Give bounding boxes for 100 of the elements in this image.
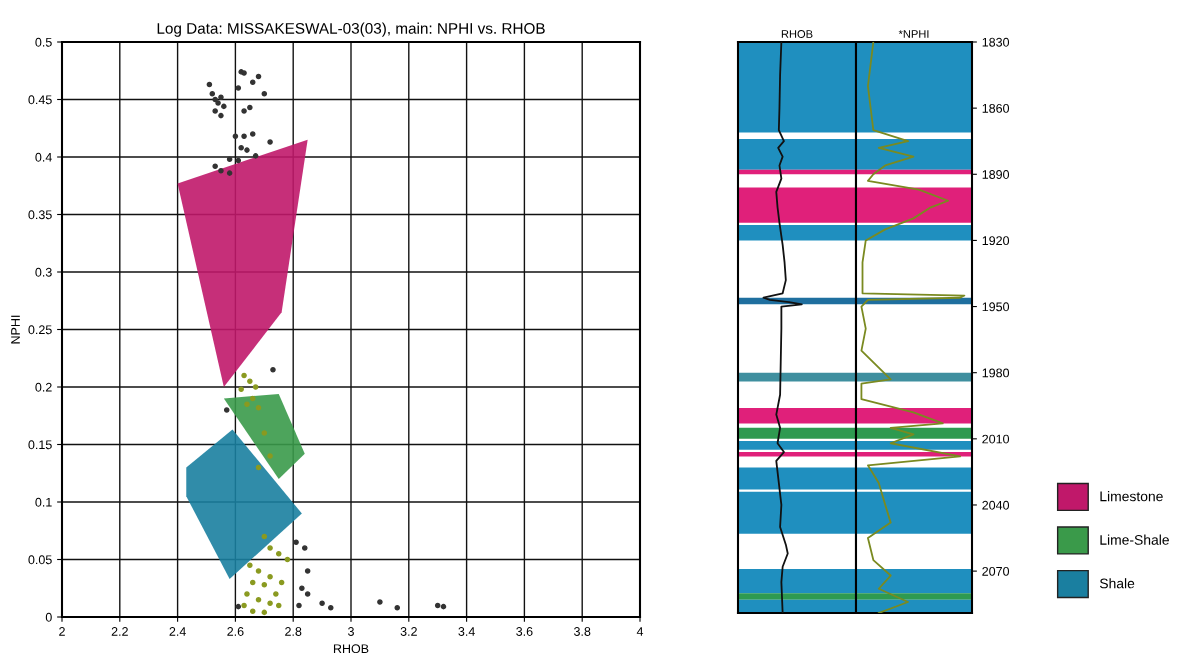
y-tick-label: 0 [45, 612, 52, 622]
point [249, 131, 256, 137]
y-tick-label: 0.35 [28, 210, 52, 220]
point [218, 112, 224, 119]
point [284, 556, 291, 563]
point [212, 108, 218, 114]
point [252, 153, 259, 159]
point [267, 573, 273, 580]
point [255, 404, 262, 411]
legend-label: Shale [1099, 578, 1135, 589]
point [238, 386, 244, 393]
y-axis-title: NPHI [11, 315, 20, 344]
point [267, 453, 273, 459]
y-tick-label: 0.4 [35, 152, 52, 162]
point [261, 582, 268, 588]
point [212, 96, 218, 103]
point [249, 79, 256, 86]
y-tick-label: 1920 [982, 236, 1010, 246]
point [304, 568, 311, 574]
x-tick-label: 2.4 [169, 627, 186, 636]
y-tick-label: 0.3 [35, 267, 52, 277]
legend-label: Lime-Shale [1100, 534, 1169, 545]
point [261, 430, 268, 436]
point [223, 407, 230, 413]
x-tick-label: 2 [59, 627, 65, 636]
point [215, 100, 221, 106]
point [244, 591, 250, 597]
x-tick-label: 3 [348, 627, 354, 636]
point [212, 163, 218, 169]
point [249, 579, 256, 586]
y-tick-label: 0.25 [28, 325, 52, 335]
point [270, 366, 276, 373]
point [301, 545, 308, 551]
y-tick-label: 0.5 [35, 37, 52, 47]
point [434, 602, 441, 609]
point [252, 384, 259, 390]
point [226, 170, 233, 176]
point [255, 568, 262, 574]
point [394, 605, 401, 611]
point [255, 73, 262, 80]
y-tick-label: 0.45 [28, 95, 52, 105]
point [218, 168, 224, 174]
point [235, 603, 242, 610]
point [278, 579, 285, 586]
point [327, 605, 334, 611]
point [261, 90, 268, 97]
point [235, 157, 242, 164]
point [221, 103, 227, 110]
legend-label: Limestone [1100, 491, 1163, 502]
y-tick-label: 0.05 [28, 555, 52, 565]
chart-title: *NPHI [898, 30, 929, 38]
x-axis-title: RHOB [333, 644, 369, 654]
y-tick-label: 2040 [982, 500, 1010, 510]
point [440, 603, 447, 610]
point [238, 145, 244, 151]
y-tick-label: 1860 [982, 103, 1010, 113]
point [377, 599, 383, 605]
point [304, 591, 311, 597]
point [244, 147, 250, 153]
point [235, 85, 242, 91]
x-tick-label: 4 [636, 627, 644, 636]
point [209, 90, 216, 97]
point [249, 608, 256, 615]
x-tick-label: 3.6 [516, 627, 533, 636]
point [319, 600, 325, 606]
y-tick-label: 1950 [982, 302, 1010, 312]
x-tick-label: 3.4 [458, 627, 475, 636]
point [267, 600, 273, 606]
y-tick-label: 1980 [982, 368, 1010, 378]
point [261, 533, 268, 540]
point [275, 602, 282, 609]
point [249, 395, 256, 402]
y-tick-label: 0.2 [35, 382, 52, 392]
point [267, 545, 273, 551]
point [241, 372, 247, 379]
point [261, 609, 268, 616]
point [296, 602, 302, 609]
x-tick-label: 2.2 [111, 627, 128, 636]
point [299, 585, 305, 592]
point [206, 81, 213, 88]
point [241, 602, 247, 609]
y-tick-label: 1890 [982, 170, 1010, 179]
point [247, 562, 253, 569]
chart-title: Log Data: MISSAKESWAL-03(03), main: NPHI vs. RHOB [157, 22, 545, 37]
point [275, 550, 282, 557]
point [247, 378, 253, 385]
y-tick-label: 1830 [982, 37, 1010, 47]
point [273, 591, 279, 597]
point [255, 596, 262, 603]
y-tick-label: 0.15 [28, 440, 52, 450]
point [241, 108, 247, 114]
y-tick-label: 0.1 [35, 497, 52, 507]
point [267, 139, 273, 145]
x-tick-label: 3.2 [400, 627, 417, 636]
point [255, 464, 262, 471]
x-tick-label: 2.6 [227, 627, 244, 636]
point [293, 539, 299, 546]
point [218, 94, 224, 100]
x-tick-label: 2.8 [285, 627, 302, 636]
y-tick-label: 2010 [982, 434, 1010, 444]
